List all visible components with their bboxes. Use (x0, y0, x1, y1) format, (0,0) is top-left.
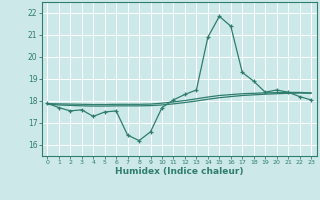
X-axis label: Humidex (Indice chaleur): Humidex (Indice chaleur) (115, 167, 244, 176)
